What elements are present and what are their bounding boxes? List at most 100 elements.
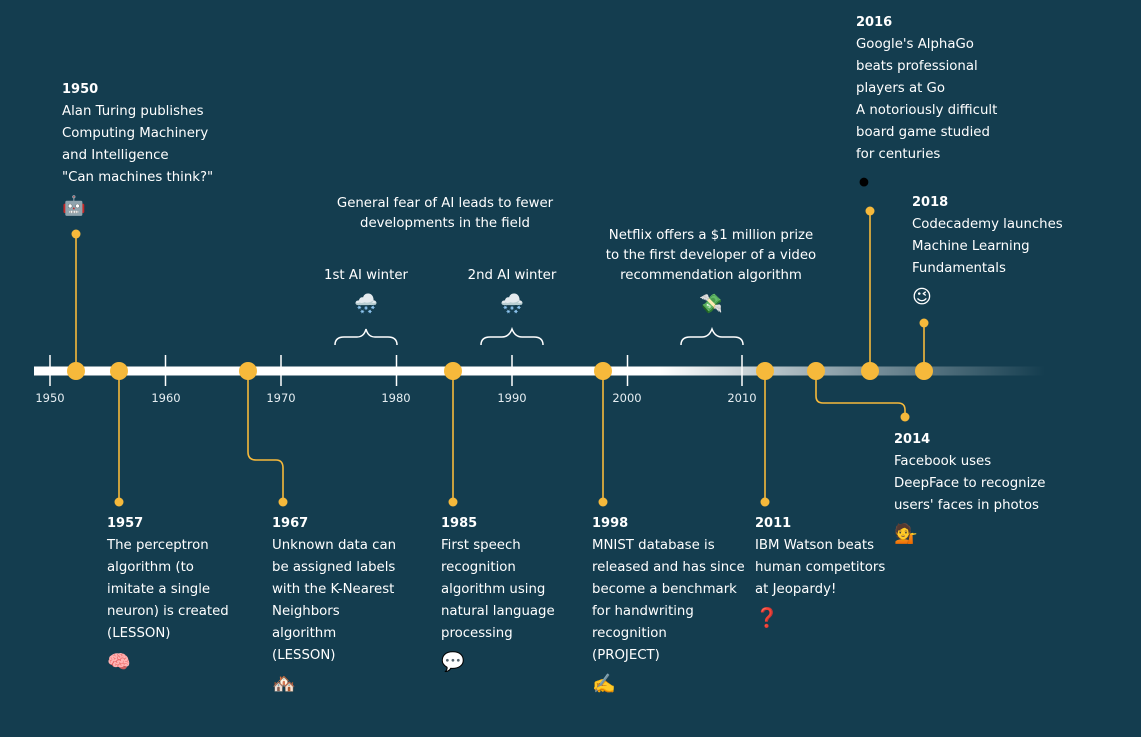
note-line: to the first developer of a video [605,248,817,263]
event-text: "Can machines think?" [62,170,214,185]
event-text: The perceptron [107,538,209,553]
brace-netflix [680,326,744,346]
second-ai-winter-label: 2nd AI winter [467,268,557,283]
event-text: Machine Learning [912,239,1030,254]
winking-face-icon: 😉 [912,286,932,308]
event-text: IBM Watson beats [755,538,875,553]
event-text: (LESSON) [107,626,171,641]
event-text: Google's AlphaGo [856,37,974,52]
note-line: developments in the field [360,216,530,231]
tick-label-2010: 2010 [727,391,757,405]
marker-2016 [861,362,879,380]
event-text: Alan Turing publishes [62,104,204,119]
event-text: MNIST database is [592,538,715,553]
event-1957: 1957 The perceptron algorithm (to imitat… [107,513,229,675]
event-text: Fundamentals [912,261,1006,276]
connector-1967 [247,371,284,502]
event-year: 2011 [755,516,792,531]
marker-2014 [807,362,825,380]
marker-1950 [67,362,85,380]
event-text: for centuries [856,147,941,162]
marker-2011 [756,362,774,380]
tick-label-1950: 1950 [35,391,65,405]
event-text: First speech [441,538,521,553]
event-year: 1957 [107,516,144,531]
connector-2014 [815,371,906,416]
event-year: 1950 [62,82,99,97]
money-with-wings-icon: 💸 [699,293,723,315]
marker-2018 [915,362,933,380]
snow-cloud-icon: 🌨️ [500,293,524,315]
timeline-axis [34,366,1045,376]
event-year: 1998 [592,516,629,531]
event-year: 2018 [912,195,949,210]
marker-1998 [594,362,612,380]
event-text: become a benchmark [592,582,737,597]
end-dot [448,497,458,507]
event-year: 1967 [272,516,309,531]
writing-hand-icon: ✍️ [592,673,616,695]
brain-icon: 🧠 [107,651,131,673]
event-text: released and has since [592,560,745,575]
tick-label-1990: 1990 [497,391,527,405]
event-2016: 2016 Google's AlphaGo beats professional… [856,12,997,196]
axis-ticks [49,355,743,386]
event-text: Facebook uses [894,454,992,469]
event-2018: 2018 Codecademy launches Machine Learnin… [912,192,1063,310]
event-text: recognition [592,626,667,641]
marker-1957 [110,362,128,380]
go-stone-icon: ⚫ [856,172,872,194]
tick-label-2000: 2000 [612,391,642,405]
event-text: Neighbors [272,604,340,619]
note-line: General fear of AI leads to fewer [336,196,554,211]
tick-label-1980: 1980 [381,391,411,405]
end-dot [71,229,81,239]
event-2014: 2014 Facebook uses DeepFace to recognize… [894,429,1045,547]
event-text: human competitors [755,560,886,575]
event-text: Computing Machinery [62,126,209,141]
event-connectors [75,212,925,502]
note-line: recommendation algorithm [620,268,802,283]
person-tipping-hand-icon: 💁 [894,523,918,545]
event-text: for handwriting [592,604,694,619]
winter-braces [334,326,744,346]
brace-1st-winter [334,328,398,346]
event-text: users' faces in photos [894,498,1039,513]
event-text: neuron) is created [107,604,229,619]
end-dot [598,497,608,507]
event-text: and Intelligence [62,148,169,163]
event-text: algorithm [272,626,337,641]
end-dot [919,318,929,328]
robot-icon: 🤖 [62,195,86,217]
first-ai-winter-label: 1st AI winter [324,268,408,283]
event-text: processing [441,626,513,641]
event-text: at Jeopardy! [755,582,837,597]
snow-cloud-icon: 🌨️ [354,293,378,315]
end-dot [760,497,770,507]
event-text: Unknown data can [272,538,397,553]
event-1967: 1967 Unknown data can be assigned labels… [272,513,396,697]
event-text: with the K-Nearest [272,582,395,597]
tick-label-1970: 1970 [266,391,296,405]
netflix-prize-note: Netflix offers a $1 million prize to the… [606,226,816,286]
event-year: 2016 [856,15,893,30]
event-1998: 1998 MNIST database is released and has … [592,513,745,697]
event-1950: 1950 Alan Turing publishes Computing Mac… [62,79,213,219]
end-dot [114,497,124,507]
event-text: imitate a single [107,582,211,597]
ai-fear-note: General fear of AI leads to fewer develo… [337,194,553,234]
event-text: beats professional [856,59,978,74]
marker-1985 [444,362,462,380]
event-text: natural language [441,604,555,619]
event-markers [67,362,933,380]
end-dot [278,497,288,507]
houses-icon: 🏘️ [272,673,296,695]
event-year: 1985 [441,516,478,531]
note-line: Netflix offers a $1 million prize [608,228,814,243]
question-mark-icon: ❓ [755,607,779,629]
end-dot [900,412,910,422]
speech-bubble-icon: 💬 [441,651,465,673]
end-dot [865,206,875,216]
